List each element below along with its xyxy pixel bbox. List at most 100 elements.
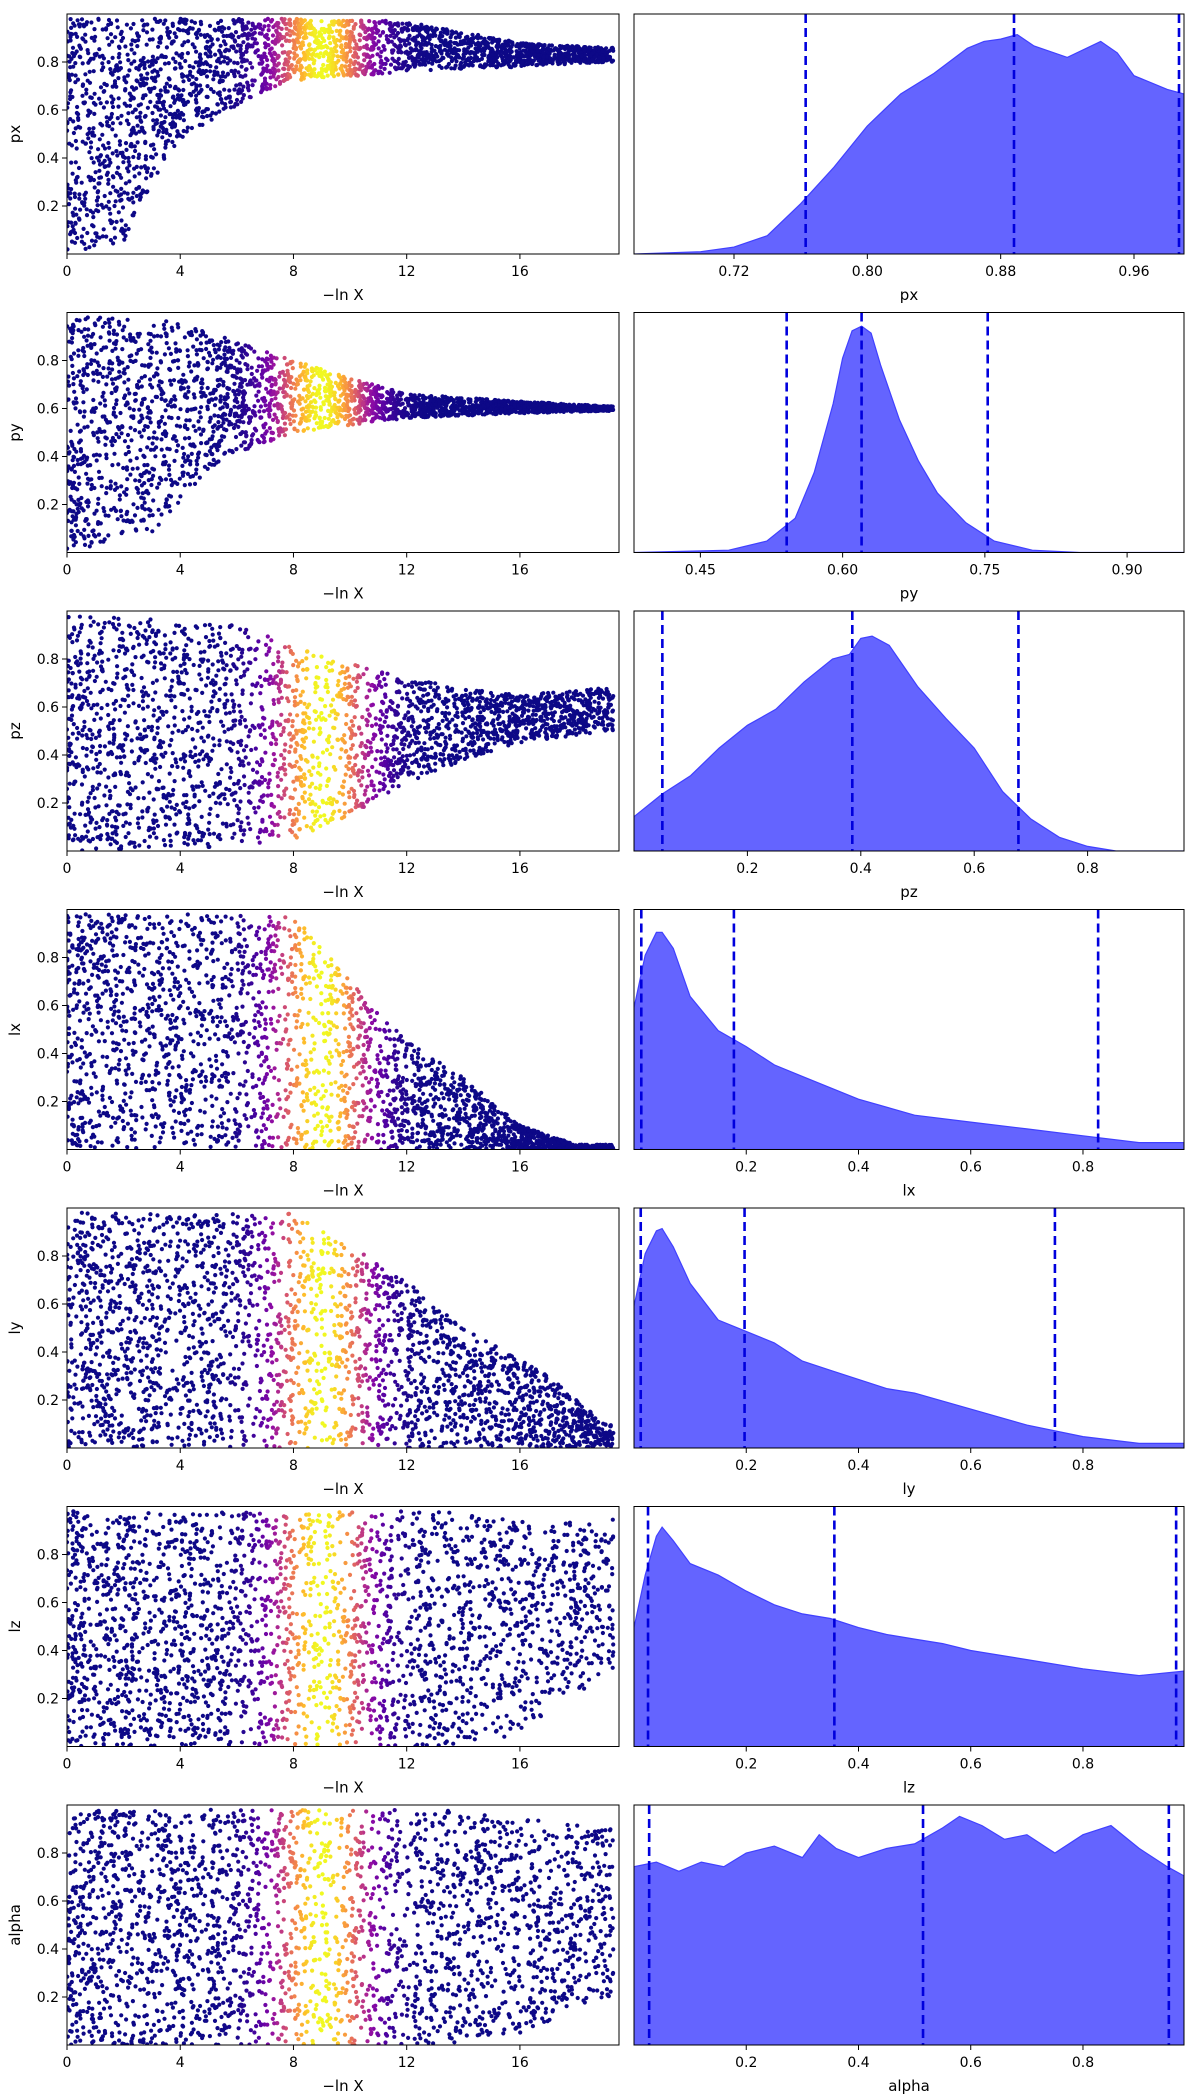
scatter-point bbox=[145, 462, 150, 468]
scatter-point bbox=[141, 453, 146, 458]
scatter-point bbox=[76, 117, 81, 122]
scatter-point bbox=[172, 394, 177, 399]
scatter-point bbox=[156, 73, 161, 78]
scatter-point bbox=[146, 507, 151, 512]
scatter-point bbox=[437, 36, 442, 41]
scatter-point bbox=[111, 97, 116, 102]
scatter-point bbox=[158, 88, 163, 93]
scatter-point bbox=[202, 33, 207, 38]
scatter-point bbox=[76, 124, 81, 129]
scatter-point bbox=[86, 51, 91, 56]
scatter-point bbox=[107, 124, 112, 129]
scatter-point bbox=[100, 414, 105, 419]
scatter-point bbox=[198, 89, 203, 94]
scatter-point bbox=[219, 423, 224, 429]
scatter-point bbox=[106, 317, 111, 322]
scatter-point bbox=[329, 71, 334, 76]
scatter-point bbox=[204, 346, 209, 352]
scatter-point bbox=[156, 522, 161, 527]
scatter-point bbox=[128, 26, 133, 31]
scatter-point bbox=[77, 43, 82, 48]
scatter-point bbox=[287, 412, 292, 417]
scatter-point bbox=[90, 130, 95, 135]
scatter-point bbox=[265, 57, 270, 63]
scatter-point bbox=[244, 49, 249, 54]
scatter-point bbox=[576, 56, 581, 62]
scatter-point bbox=[270, 430, 275, 436]
scatter-point bbox=[208, 113, 213, 118]
scatter-point bbox=[181, 470, 186, 475]
scatter-point bbox=[586, 57, 591, 62]
scatter-point bbox=[119, 514, 124, 519]
y-tick-label: 0.6 bbox=[37, 103, 59, 119]
scatter-point bbox=[74, 449, 79, 454]
scatter-point bbox=[232, 74, 237, 79]
scatter-point bbox=[211, 357, 216, 362]
scatter-point bbox=[378, 65, 383, 70]
scatter-point bbox=[248, 61, 253, 66]
scatter-point bbox=[163, 145, 168, 150]
scatter-point bbox=[127, 103, 133, 108]
scatter-point bbox=[208, 415, 213, 420]
scatter-point bbox=[463, 35, 469, 40]
scatter-point bbox=[282, 35, 287, 40]
scatter-point bbox=[512, 55, 517, 60]
scatter-point bbox=[108, 32, 114, 37]
scatter-point bbox=[243, 430, 248, 435]
scatter-point bbox=[162, 352, 167, 357]
scatter-point bbox=[347, 42, 352, 47]
scatter-point bbox=[67, 379, 70, 384]
scatter-point bbox=[102, 398, 107, 403]
scatter-point bbox=[168, 122, 173, 127]
scatter-point bbox=[108, 211, 113, 216]
scatter-point bbox=[204, 340, 209, 345]
scatter-point bbox=[114, 339, 119, 344]
scatter-point bbox=[382, 417, 387, 422]
scatter-point bbox=[72, 191, 77, 196]
scatter-point bbox=[349, 30, 354, 35]
scatter-point bbox=[141, 397, 146, 402]
scatter-point bbox=[205, 113, 210, 119]
scatter-point bbox=[145, 424, 150, 429]
scatter-point bbox=[319, 26, 324, 32]
scatter-point bbox=[512, 403, 517, 408]
scatter-point bbox=[89, 35, 94, 41]
scatter-point bbox=[194, 113, 199, 118]
scatter-point bbox=[116, 96, 121, 101]
scatter-point bbox=[306, 51, 311, 57]
scatter-point bbox=[89, 482, 94, 488]
scatter-point bbox=[172, 143, 177, 149]
scatter-point bbox=[234, 19, 239, 24]
scatter-point bbox=[150, 27, 155, 32]
scatter-point bbox=[139, 402, 144, 407]
scatter-point bbox=[367, 412, 372, 417]
scatter-point bbox=[228, 58, 233, 63]
scatter-point bbox=[112, 81, 118, 86]
scatter-point bbox=[244, 434, 249, 439]
scatter-point bbox=[132, 59, 137, 64]
scatter-point bbox=[567, 402, 572, 407]
scatter-point bbox=[96, 147, 101, 152]
scatter-point bbox=[238, 49, 243, 54]
scatter-point bbox=[113, 35, 118, 40]
scatter-point bbox=[234, 447, 239, 452]
scatter-point bbox=[106, 163, 111, 168]
scatter-point bbox=[227, 412, 232, 418]
scatter-point bbox=[91, 160, 96, 165]
scatter-point bbox=[128, 458, 133, 463]
scatter-point bbox=[232, 389, 237, 394]
scatter-point bbox=[150, 54, 155, 59]
scatter-point bbox=[102, 509, 107, 514]
scatter-point bbox=[279, 404, 284, 409]
scatter-point bbox=[145, 105, 150, 110]
scatter-point bbox=[506, 62, 511, 67]
scatter-point bbox=[328, 41, 333, 46]
scatter-point bbox=[198, 71, 204, 76]
scatter-point bbox=[237, 404, 242, 409]
scatter-point bbox=[297, 393, 302, 398]
scatter-point bbox=[67, 182, 70, 187]
scatter-point bbox=[115, 25, 120, 30]
scatter-point bbox=[372, 61, 377, 67]
scatter-point bbox=[177, 379, 182, 384]
scatter-point bbox=[410, 397, 415, 402]
